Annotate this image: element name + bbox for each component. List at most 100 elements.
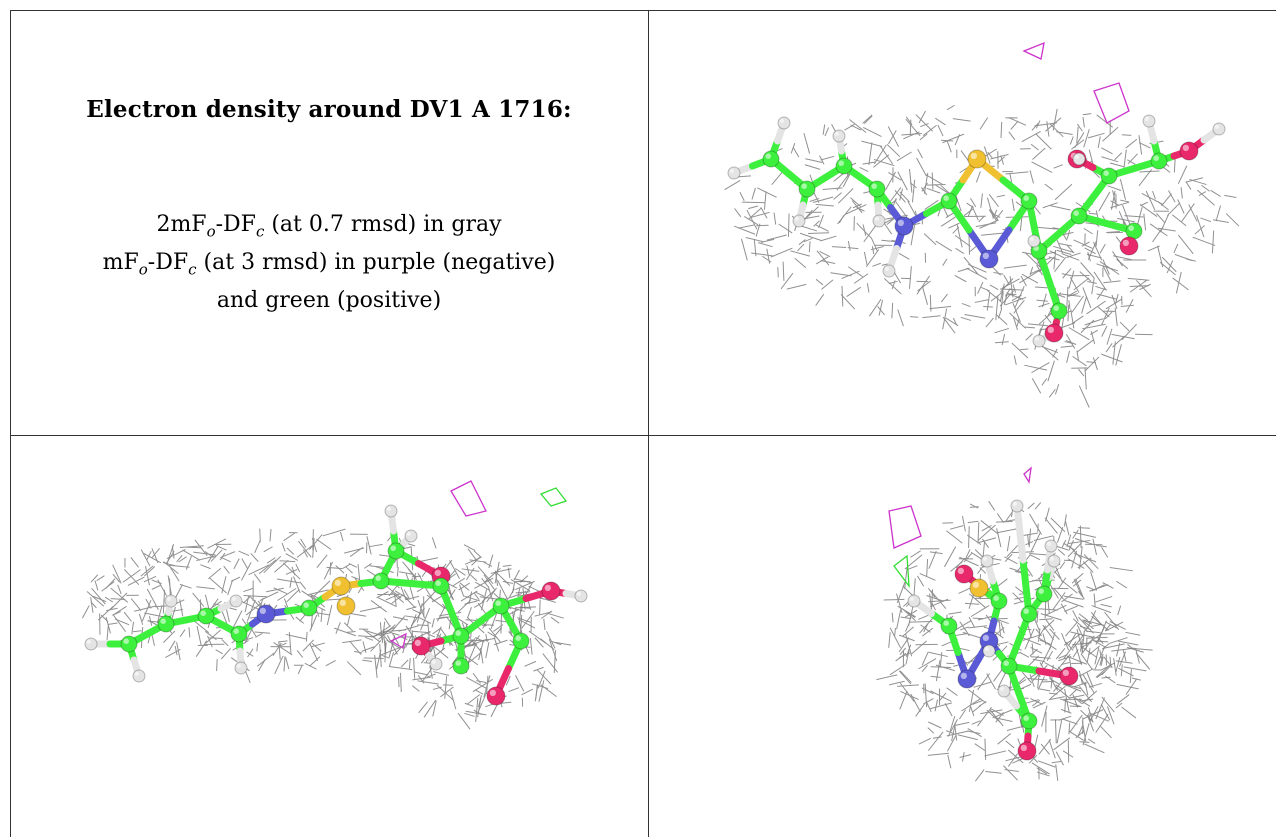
mesh-segment [1083,227,1093,235]
mesh-segment [968,593,987,609]
mesh-segment [822,124,826,135]
mesh-segment [94,580,99,591]
carbon-atom [1020,712,1038,730]
carbon-atom [1150,152,1168,170]
mesh-segment [512,581,516,594]
mesh-segment [946,687,958,697]
carbon-atom-highlight [1053,305,1059,312]
mesh-segment [402,643,407,654]
mesh-segment [396,566,399,577]
mesh-segment [945,317,959,327]
mesh-segment [974,769,985,782]
carbon-atom [432,577,450,595]
mesh-segment [460,590,478,602]
mesh-segment [868,298,882,317]
positive-density-blob [893,554,910,589]
mesh-segment [528,630,547,644]
mesh-segment [909,168,913,193]
mesh-segment [370,640,382,652]
mesh-segment [391,594,404,605]
mesh-segment [1080,653,1093,670]
hydrogen-atom-highlight [984,646,989,651]
mesh-segment [312,538,315,558]
mesh-segment [1093,640,1109,643]
mesh-segment [1127,159,1136,165]
mesh-segment [1004,296,1027,306]
carbon-atom [300,599,318,617]
mesh-segment [1076,126,1079,144]
mesh-segment [386,635,398,655]
mesh-segment [1159,261,1176,276]
oxygen-atom [486,686,506,706]
mesh-segment [1225,213,1240,227]
mesh-segment [1094,595,1113,603]
mesh-segment [195,640,208,657]
mesh-segment [1081,690,1098,705]
mesh-segment [1091,277,1095,295]
mesh-segment [343,622,354,632]
mesh-segment [997,308,1003,319]
mesh-segment [1079,638,1083,652]
mesh-segment [553,650,556,673]
molecule-render-bottom-right [876,466,1153,782]
mesh-segment [977,673,990,691]
mesh-segment [1082,287,1092,309]
mesh-segment [1105,343,1113,353]
mesh-segment [403,589,411,600]
hydrogen-atom [727,166,741,180]
mesh-segment [1083,129,1090,148]
mesh-segment [1078,698,1091,707]
mesh-segment [1066,286,1069,309]
mesh-segment [540,638,555,651]
mesh-segment [942,133,965,144]
mesh-segment [923,172,929,194]
mesh-segment [1045,619,1055,631]
mesh-segment [927,727,935,734]
mesh-segment [1052,592,1066,611]
mesh-segment [986,197,994,218]
carbon-atom [1100,167,1118,185]
mesh-segment [1032,658,1045,663]
mesh-segment [995,296,999,321]
mesh-segment [757,187,777,198]
mesh-segment [1040,613,1063,621]
mesh-segment [822,187,843,191]
mesh-segment [963,256,979,275]
mesh-segment [1030,698,1043,705]
mesh-segment [1057,548,1066,556]
mesh-segment [838,214,845,224]
mesh-segment [179,545,204,549]
mesh-segment [837,206,852,225]
mesh-segment [1091,623,1102,627]
mesh-segment [302,549,309,558]
carbon-atom-highlight [1128,225,1134,231]
mesh-segment [833,192,842,200]
mesh-segment [1060,345,1074,348]
mesh-segment [1112,341,1116,365]
hydrogen-atom-highlight [1012,501,1017,506]
mesh-segment [820,260,836,264]
mesh-segment [958,709,966,720]
hydrogen-atom-highlight [982,556,987,561]
carbon-atom-highlight [1073,210,1079,216]
mesh-segment [1074,538,1095,546]
mesh-segment [1060,603,1068,615]
mesh-segment [1041,293,1047,308]
mesh-segment [147,620,161,623]
mesh-segment [536,669,552,685]
mesh-segment [954,234,971,247]
mesh-segment [359,606,382,612]
mesh-segment [1177,199,1185,214]
mesh-segment [770,247,793,258]
sulfur-atom-highlight [972,581,979,588]
hydrogen-atom-highlight [1144,116,1149,121]
mesh-segment [1013,355,1017,365]
mesh-segment [104,596,114,603]
mesh-segment [1054,256,1067,273]
mesh-segment [241,558,249,570]
mesh-segment [420,607,431,631]
mesh-segment [1036,299,1048,302]
mesh-segment [977,522,980,543]
mesh-segment [223,565,230,574]
mesh-segment [934,699,938,712]
